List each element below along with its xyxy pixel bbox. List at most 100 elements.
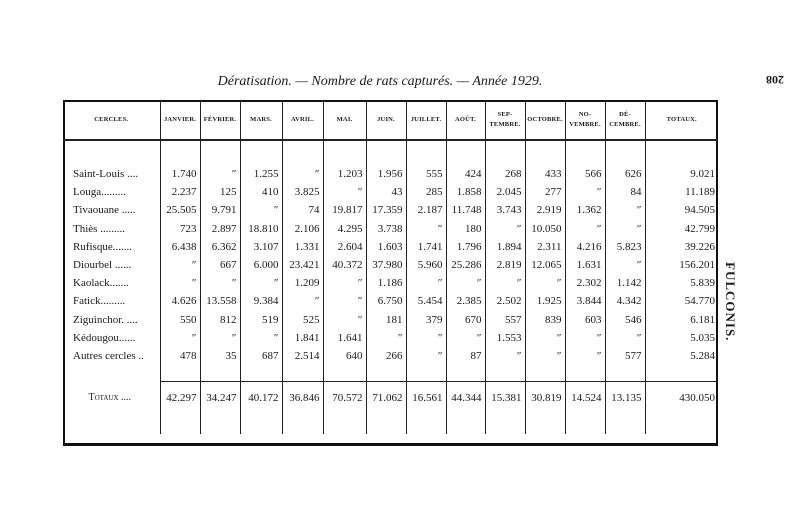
cell-value: 603 bbox=[564, 310, 605, 329]
cell-value: 17.359 bbox=[365, 201, 406, 220]
total-value: 13.135 bbox=[604, 381, 645, 415]
cell-value: 3.738 bbox=[365, 219, 406, 238]
cell-value: ″ bbox=[405, 328, 446, 347]
cell-value: 687 bbox=[239, 346, 282, 366]
cell-value: 670 bbox=[445, 310, 485, 329]
cell-value: 2.385 bbox=[445, 292, 485, 311]
cell-value: 84 bbox=[604, 183, 645, 202]
cell-value: ″ bbox=[281, 165, 323, 184]
cell-value: ″ bbox=[199, 328, 240, 347]
cell-value: 9.021 bbox=[644, 165, 718, 184]
cell-value: ″ bbox=[564, 328, 605, 347]
cell-value: 424 bbox=[445, 165, 485, 184]
cell-value: 5.960 bbox=[405, 255, 446, 275]
total-value: 71.062 bbox=[365, 381, 406, 415]
empty-cell bbox=[445, 140, 485, 165]
empty-cell bbox=[365, 414, 406, 435]
cell-value: 156.201 bbox=[644, 255, 718, 275]
empty-cell bbox=[322, 414, 366, 435]
cell-value: 9.384 bbox=[239, 292, 282, 311]
cell-value: 3.825 bbox=[281, 183, 323, 202]
empty-cell bbox=[199, 365, 240, 383]
empty-cell bbox=[281, 365, 323, 383]
total-value: 42.297 bbox=[159, 381, 200, 415]
table-row: Thiès ......... 723 2.897 18.810 2.106 4.295 3… bbox=[63, 219, 718, 238]
cell-value: ″ bbox=[524, 274, 565, 293]
cercle-name: Saint-Louis .... bbox=[73, 168, 139, 181]
totals-label: Totaux .... bbox=[88, 392, 132, 404]
empty-cell bbox=[484, 140, 525, 165]
empty-cell bbox=[405, 365, 446, 383]
cell-value: ″ bbox=[199, 165, 240, 184]
cell-value: 410 bbox=[239, 183, 282, 202]
cercle-name: Louga......... bbox=[73, 186, 126, 199]
cell-value: ″ bbox=[484, 346, 525, 366]
empty-cell bbox=[445, 414, 485, 435]
empty-cell bbox=[445, 365, 485, 383]
cell-value: 3.107 bbox=[239, 237, 282, 256]
empty-cell bbox=[524, 140, 565, 165]
cell-value: 1.858 bbox=[445, 183, 485, 202]
cell-value: 6.181 bbox=[644, 310, 718, 329]
cell-value: 1.142 bbox=[604, 274, 645, 293]
cell-value: 1.796 bbox=[445, 237, 485, 256]
empty-cell bbox=[159, 140, 200, 165]
cell-value: 379 bbox=[405, 310, 446, 329]
header-row: CERCLES. JANVIER. FÉVRIER. MARS. AVRIL. MAI. J… bbox=[63, 101, 718, 141]
empty-cell bbox=[405, 414, 446, 435]
empty-cell bbox=[63, 414, 160, 434]
cell-value: 1.631 bbox=[564, 255, 605, 275]
cell-value: ″ bbox=[322, 292, 366, 311]
cell-value: ″ bbox=[604, 201, 645, 220]
empty-cell bbox=[63, 365, 160, 382]
end-row bbox=[63, 414, 718, 435]
empty-cell bbox=[524, 414, 565, 435]
cercle-name: Kédougou...... bbox=[73, 331, 136, 344]
column-header: DÉ-CEMBRE. bbox=[604, 101, 645, 141]
column-header: FÉVRIER. bbox=[199, 101, 240, 141]
empty-cell bbox=[365, 140, 406, 165]
cell-value: 5.823 bbox=[604, 237, 645, 256]
cell-value: 5.454 bbox=[405, 292, 446, 311]
column-header: SEP-TEMBRE. bbox=[484, 101, 525, 141]
cell-value: ″ bbox=[159, 328, 200, 347]
cercle-name: Fatick......... bbox=[73, 295, 126, 308]
empty-cell bbox=[604, 365, 645, 383]
cercle-name: Diourbel ...... bbox=[73, 259, 132, 272]
table-row: Diourbel ...... ″ 667 6.000 23.421 40.372 37.9… bbox=[63, 255, 718, 275]
table-row: Ziguinchor. .... 550 812 519 525 ″ 181 379 670 55… bbox=[63, 310, 718, 329]
column-header: TOTAUX. bbox=[644, 101, 718, 141]
cell-value: 667 bbox=[199, 255, 240, 275]
empty-cell bbox=[239, 414, 282, 435]
cell-value: ″ bbox=[159, 274, 200, 293]
cell-value: 1.740 bbox=[159, 165, 200, 184]
cell-value: 546 bbox=[604, 310, 645, 329]
cell-value: 3.844 bbox=[564, 292, 605, 311]
empty-cell bbox=[199, 414, 240, 435]
cell-value: ″ bbox=[405, 346, 446, 366]
cell-value: 555 bbox=[405, 165, 446, 184]
cell-value: 2.311 bbox=[524, 237, 565, 256]
column-header: MAI. bbox=[322, 101, 366, 141]
cell-value: ″ bbox=[322, 274, 366, 293]
empty-cell bbox=[239, 140, 282, 165]
cell-value: 1.894 bbox=[484, 237, 525, 256]
empty-cell bbox=[604, 140, 645, 165]
cell-value: 1.209 bbox=[281, 274, 323, 293]
total-value: 430.050 bbox=[644, 381, 718, 415]
empty-cell bbox=[484, 414, 525, 435]
column-header: CERCLES. bbox=[63, 101, 160, 141]
column-header: NO-VEMBRE. bbox=[564, 101, 605, 141]
cell-value: 2.106 bbox=[281, 219, 323, 238]
cell-value: 1.603 bbox=[365, 237, 406, 256]
cell-value: 43 bbox=[365, 183, 406, 202]
cell-value: ″ bbox=[199, 274, 240, 293]
empty-cell bbox=[281, 414, 323, 435]
cell-value: 268 bbox=[484, 165, 525, 184]
column-header: AVRIL. bbox=[281, 101, 323, 141]
cell-value: 640 bbox=[322, 346, 366, 366]
table-row: Fatick......... 4.626 13.558 9.384 ″ ″ 6.750 5.… bbox=[63, 292, 718, 311]
spacer-row bbox=[63, 140, 718, 165]
total-value: 40.172 bbox=[239, 381, 282, 415]
cell-value: 839 bbox=[524, 310, 565, 329]
